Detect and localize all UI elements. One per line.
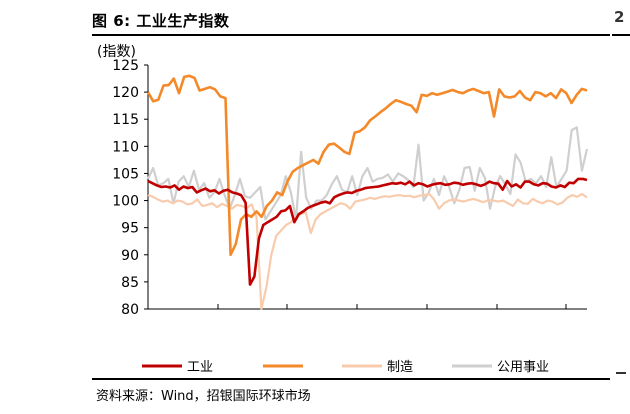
legend-label-1: 工业: [187, 360, 213, 375]
figure-title-bar: 图 6: 工业生产指数: [92, 10, 610, 36]
y-tick-label: 115: [112, 112, 139, 128]
y-tick-label: 100: [112, 194, 139, 210]
series-line-1: [147, 177, 588, 286]
y-tick-label: 95: [121, 221, 139, 237]
adjacent-page-mark: [616, 372, 626, 374]
series-line-3: [147, 192, 588, 311]
figure-label: 图 6:: [92, 12, 131, 30]
series-line-4: [147, 126, 589, 221]
y-tick-label: 110: [112, 139, 139, 155]
y-tick-label: 105: [112, 166, 139, 182]
figure-title: 工业生产指数: [136, 12, 230, 30]
source-note: 资料来源：Wind，招银国际环球市场: [96, 389, 311, 404]
legend-label-3: 制造: [387, 360, 413, 375]
y-tick-label: 80: [121, 302, 139, 318]
bottom-rule: [92, 378, 610, 380]
legend-label-4: 公用事业: [497, 360, 549, 375]
adjacent-page-rule: [612, 34, 630, 36]
y-axis-label: (指数): [97, 44, 136, 60]
adjacent-page-fragment: 2: [614, 8, 625, 26]
y-tick-label: 90: [121, 248, 139, 264]
series-line-2: [146, 74, 588, 257]
y-tick-label: 125: [112, 58, 139, 74]
y-tick-label: 120: [112, 85, 139, 101]
y-tick-label: 85: [121, 275, 139, 291]
